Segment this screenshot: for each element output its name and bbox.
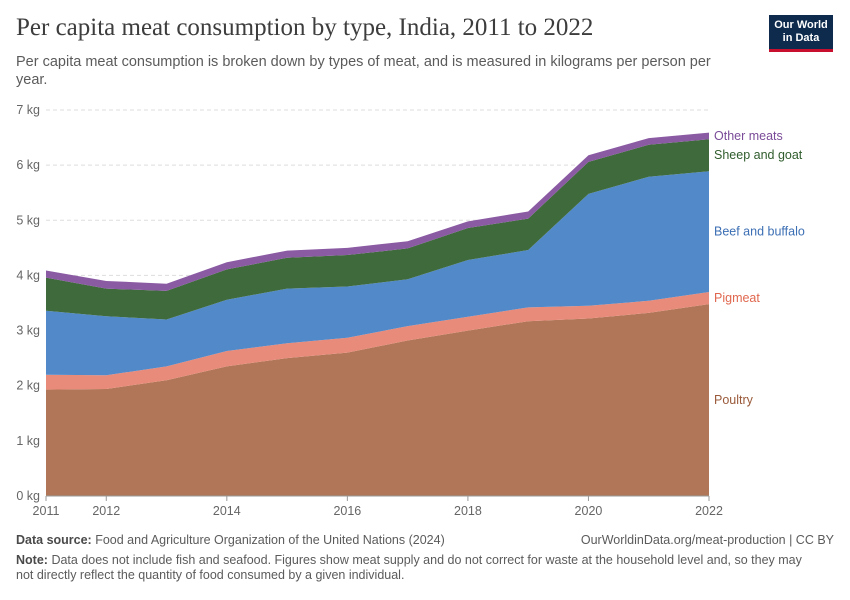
logo-line-1: Our World: [774, 19, 828, 31]
y-tick-label: 1 kg: [16, 434, 40, 448]
series-label-sheep-and-goat[interactable]: Sheep and goat: [714, 148, 803, 162]
x-tick-label: 2018: [454, 504, 482, 518]
area-poultry[interactable]: [46, 304, 709, 496]
chart-title: Per capita meat consumption by type, Ind…: [16, 14, 594, 41]
owid-logo[interactable]: Our World in Data: [769, 15, 833, 52]
y-tick-label: 7 kg: [16, 103, 40, 117]
x-tick-label: 2011: [33, 504, 60, 518]
y-tick-label: 0 kg: [16, 489, 40, 503]
chart-subtitle: Per capita meat consumption is broken do…: [16, 54, 711, 88]
x-tick-label: 2022: [695, 504, 723, 518]
area-beef-and-buffalo[interactable]: [46, 171, 709, 376]
series-label-beef-and-buffalo[interactable]: Beef and buffalo: [714, 225, 805, 239]
y-tick-label: 3 kg: [16, 324, 40, 338]
series-label-poultry[interactable]: Poultry: [714, 393, 754, 407]
x-tick-label: 2020: [575, 504, 603, 518]
series-labels[interactable]: Poultry Pigmeat Beef and buffalo Sheep and …: [714, 129, 805, 407]
y-tick-label: 2 kg: [16, 379, 40, 393]
x-tick-label: 2014: [213, 504, 241, 518]
axes: 0 kg 1 kg 2 kg 3 kg 4 kg 5 kg 6 kg 7 kg 2011 2012…: [16, 103, 723, 518]
area-pigmeat[interactable]: [46, 291, 709, 390]
data-source: Data source: Food and Agriculture Organi…: [16, 533, 445, 548]
chart-note: Note: Data does not include fish and sea…: [16, 553, 816, 583]
series-label-pigmeat[interactable]: Pigmeat: [714, 291, 760, 305]
y-tick-label: 6 kg: [16, 158, 40, 172]
x-tick-label: 2012: [92, 504, 120, 518]
y-tick-label: 5 kg: [16, 213, 40, 227]
series-label-other-meats[interactable]: Other meats: [714, 129, 783, 143]
note-text: Data does not include fish and seafood. …: [16, 553, 802, 582]
source-label: Data source:: [16, 533, 92, 547]
logo-line-2: in Data: [782, 32, 820, 44]
area-series[interactable]: [46, 132, 709, 496]
source-text: Food and Agriculture Organization of the…: [95, 533, 445, 547]
y-tick-label: 4 kg: [16, 268, 40, 282]
source-link[interactable]: OurWorldinData.org/meat-production | CC …: [580, 533, 834, 547]
x-tick-label: 2016: [333, 504, 361, 518]
note-label: Note:: [16, 553, 48, 567]
area-sheep-and-goat[interactable]: [46, 139, 709, 320]
